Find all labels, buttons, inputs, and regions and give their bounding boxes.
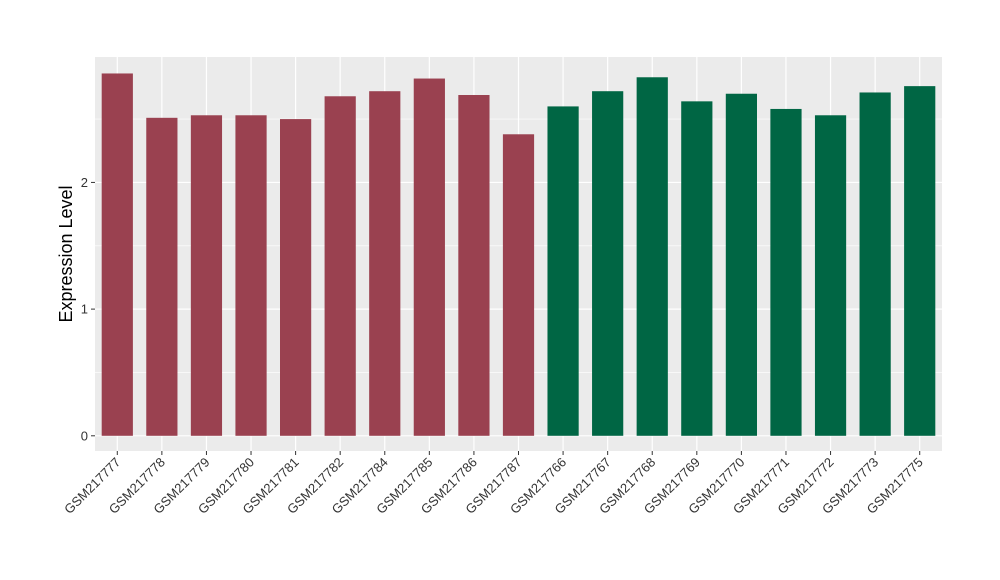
y-tick-label: 2 — [81, 175, 88, 190]
bar — [235, 115, 267, 436]
bar — [280, 119, 312, 436]
bar — [190, 115, 223, 436]
bar — [904, 86, 936, 436]
y-tick-label: 0 — [81, 428, 88, 443]
bar — [770, 108, 802, 436]
bar — [814, 115, 847, 436]
y-tick-label: 1 — [81, 302, 88, 317]
bar — [547, 106, 579, 436]
bar — [592, 91, 624, 436]
y-axis-title: Expression Level — [56, 185, 76, 322]
bar — [458, 95, 490, 436]
bar — [681, 101, 713, 436]
bar — [324, 96, 356, 436]
bar — [413, 78, 445, 436]
bar — [725, 93, 757, 436]
bar — [859, 92, 891, 436]
y-axis: 0 1 2 — [81, 175, 95, 443]
bar — [636, 77, 668, 436]
bar — [146, 117, 178, 436]
bar — [502, 134, 535, 436]
bar — [369, 91, 401, 436]
x-axis: GSM217777GSM217778GSM217779GSM217780GSM2… — [61, 451, 926, 517]
bar — [101, 73, 133, 436]
bars — [101, 73, 936, 436]
